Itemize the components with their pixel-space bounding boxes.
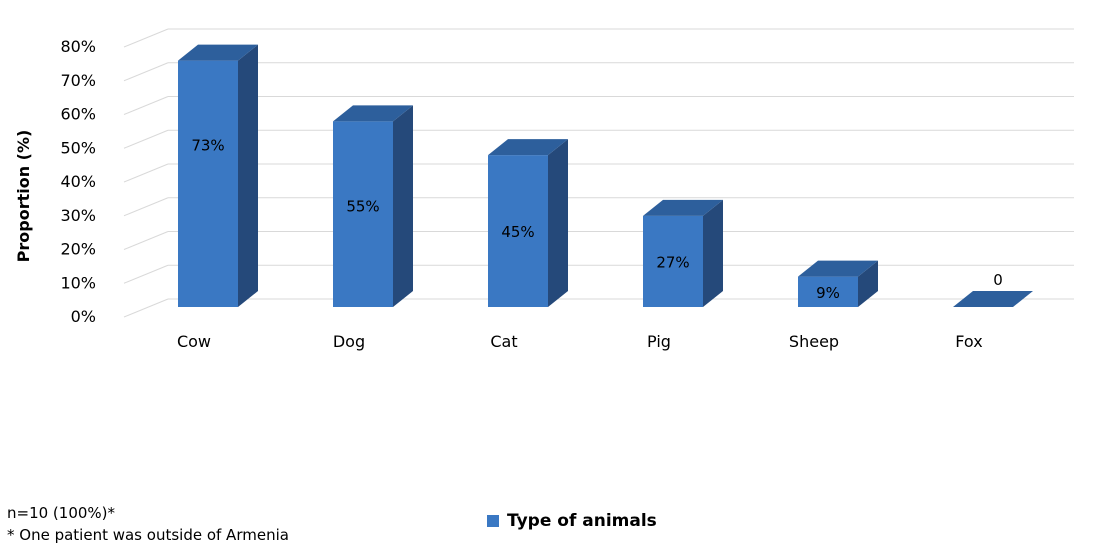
grid-line [123,163,1074,183]
bar: 55% [333,105,413,307]
bar: 27% [643,199,723,307]
y-tick-label: 60% [60,105,96,124]
bar: 45% [488,139,568,307]
x-axis-categories: Cow Dog Cat Pig Sheep Fox [177,332,983,351]
grid-line [123,264,1074,284]
grid-line [123,231,1074,250]
data-label: 9% [816,284,840,302]
y-tick-label: 70% [60,71,96,90]
y-tick-label: 20% [60,240,96,259]
data-label: 55% [346,197,379,215]
bar: 0 [953,271,1033,307]
grid-line [123,62,1074,82]
data-label: 45% [501,223,534,241]
legend-label: Type of animals [507,511,657,531]
bars: 73% 55% 45% 27% 9% 0 [178,44,1033,307]
data-label: 73% [191,137,224,155]
sample-size-note: n=10 (100%)* [7,504,116,522]
legend: Type of animals [487,511,657,531]
y-axis-label: Proportion (%) [14,130,33,263]
x-category-label: Dog [333,332,365,351]
y-tick-label: 30% [60,206,96,225]
bar-chart: 0% 10% 20% 30% 40% 50% 60% 70% 80% Proportion (%… [14,28,1074,351]
y-tick-label: 0% [71,307,96,326]
x-category-label: Cat [490,332,517,351]
bar: 73% [178,44,258,307]
y-tick-label: 80% [60,37,96,56]
y-tick-label: 10% [60,273,96,292]
grid-line [123,298,1074,318]
x-category-label: Sheep [789,332,839,351]
footnote: * One patient was outside of Armenia [7,526,289,544]
grid-line [123,28,1074,48]
y-tick-label: 40% [60,172,96,191]
x-category-label: Pig [647,332,671,351]
grid-line [123,129,1074,149]
grid-lines [123,28,1074,318]
bar: 9% [798,260,878,307]
y-axis-ticks: 0% 10% 20% 30% 40% 50% 60% 70% 80% [60,37,96,326]
grid-line [123,197,1074,217]
grid-line [123,96,1074,115]
y-tick-label: 50% [60,138,96,157]
x-category-label: Fox [955,332,982,351]
data-label: 27% [656,253,689,271]
data-label: 0 [993,271,1003,289]
legend-swatch [487,515,499,527]
x-category-label: Cow [177,332,211,351]
